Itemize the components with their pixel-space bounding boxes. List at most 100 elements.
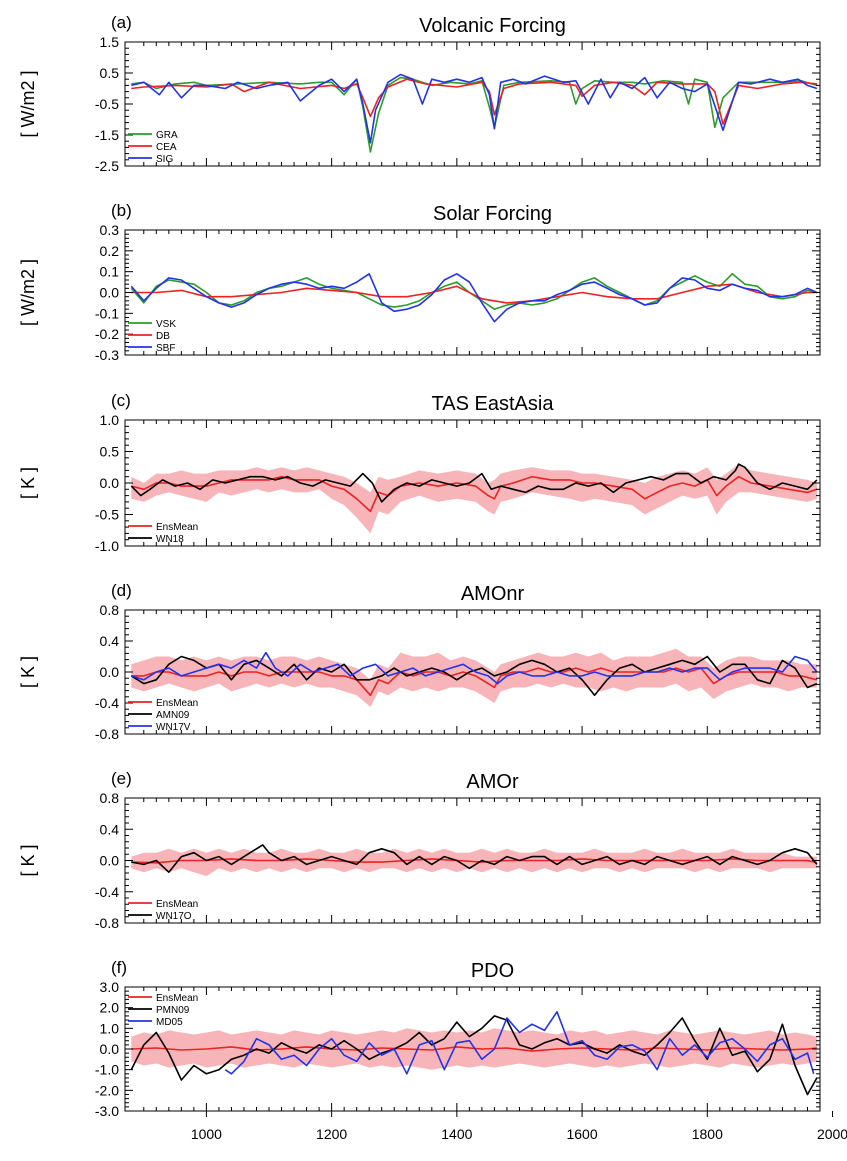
series-line-amn09 (130, 655, 818, 697)
panel-letter: (d) (111, 581, 132, 600)
y-tick-label: -0.4 (95, 884, 119, 900)
y-axis-label: [ K ] (18, 467, 38, 499)
legend-label: EnsMean (156, 899, 198, 910)
y-tick-label: -1.5 (95, 127, 119, 143)
plot-frame (124, 41, 821, 167)
panel-b: Solar Forcing (b) [ W/m2 ] 0.3 0.2 0.1 0.0 -0.1… (18, 201, 821, 363)
series-line-db (131, 283, 817, 304)
y-tick-label: 0.4 (100, 633, 120, 649)
ensemble-spread-band (131, 848, 817, 877)
y-tick-label: 0.8 (100, 602, 120, 618)
panel-title: PDO (471, 960, 514, 982)
panel-e: AMOr (e) [ K ] 0.8 0.4 0.0 -0.4 -0.8 EnsMeanWN17… (18, 769, 821, 931)
y-tick-label: -0.5 (95, 96, 119, 112)
y-tick-label: -1.0 (95, 1062, 119, 1078)
y-axis-label: [ W/m2 ] (18, 259, 38, 326)
series-line-cea (131, 78, 817, 125)
panel-letter: (a) (111, 13, 132, 32)
panel-letter: (c) (111, 391, 131, 410)
y-tick-label: 1.0 (100, 1020, 120, 1036)
legend-label: PMN09 (156, 1005, 190, 1016)
panel-a: Volcanic Forcing (a) [ W/m2 ] 1.5 0.5 -0.5 -1.… (18, 13, 821, 174)
series-line-ensmean (131, 1046, 817, 1052)
legend-label: SBF (156, 343, 175, 354)
legend-label: WN17O (156, 911, 192, 922)
legend-label: WN18 (156, 534, 184, 545)
panel-title: AMOr (466, 771, 519, 793)
legend-label: SIG (156, 154, 173, 165)
panel-title: Volcanic Forcing (419, 15, 566, 37)
y-tick-label: 0.4 (100, 821, 120, 837)
series-line-sig (131, 73, 818, 144)
panel-c: TAS EastAsia (c) [ K ] 1.0 0.5 0.0 -0.5 -1.0 Ens… (18, 391, 821, 554)
y-tick-label: -3.0 (95, 1103, 119, 1119)
series-line-ensmean (131, 667, 818, 697)
y-tick-label: 0.0 (100, 1041, 120, 1057)
y-tick-label: -0.5 (95, 507, 119, 523)
x-tick-label: 1400 (441, 1126, 472, 1142)
y-tick-label: 0.5 (100, 444, 120, 460)
series-line-wn17v (131, 651, 818, 685)
legend-label: EnsMean (156, 522, 198, 533)
x-tick-label: 1200 (316, 1126, 347, 1142)
panel-title: Solar Forcing (433, 203, 552, 225)
y-tick-label: 1.5 (100, 34, 120, 50)
legend-label: EnsMean (156, 993, 198, 1004)
legend-label: AMN09 (156, 710, 190, 721)
y-tick-label: 0.8 (100, 790, 120, 806)
panel-title: AMOnr (461, 583, 525, 605)
y-axis-label: [ K ] (18, 844, 38, 876)
y-axis-label: [ W/m2 ] (18, 71, 38, 138)
y-tick-label: -2.0 (95, 1082, 119, 1098)
series-line-md05 (224, 1010, 815, 1075)
legend-label: CEA (156, 142, 177, 153)
y-tick-label: 0.2 (100, 243, 120, 259)
legend-label: EnsMean (156, 698, 198, 709)
y-tick-label: 1.0 (100, 412, 120, 428)
plot-frame (124, 229, 821, 356)
y-tick-label: 0.0 (100, 853, 120, 869)
panel-letter: (e) (111, 769, 132, 788)
y-tick-label: 0.1 (100, 264, 120, 280)
series-line-wn17o (131, 844, 818, 874)
ensemble-spread-band (131, 464, 817, 534)
y-tick-label: 0.5 (100, 65, 120, 81)
y-tick-label: -2.5 (95, 158, 119, 174)
series-line-vsk (130, 272, 818, 311)
series-line-wn18 (130, 463, 818, 503)
y-tick-label: 0.0 (100, 285, 120, 301)
legend-label: VSK (156, 319, 176, 330)
y-tick-label: -0.8 (95, 915, 119, 931)
y-tick-label: 3.0 (100, 979, 120, 995)
ensemble-spread-band (131, 648, 817, 707)
y-tick-label: 0.3 (100, 222, 120, 238)
y-tick-label: -1.0 (95, 538, 119, 554)
series-line-ensmean (131, 858, 818, 864)
y-tick-label: 2.0 (100, 1000, 120, 1016)
y-tick-label: 0.0 (100, 664, 120, 680)
y-tick-label: -0.4 (95, 695, 119, 711)
y-tick-label: -0.8 (95, 726, 119, 742)
y-tick-label: -0.1 (95, 305, 119, 321)
legend-label: MD05 (156, 1017, 183, 1028)
y-tick-label: -0.2 (95, 326, 119, 342)
panel-letter: (b) (111, 201, 132, 220)
legend-label: WN17V (156, 722, 191, 733)
x-tick-label: 2000 (817, 1126, 847, 1142)
series-line-gra (131, 76, 818, 153)
legend-label: GRA (156, 130, 178, 141)
panel-d: AMOnr (d) [ K ] 0.8 0.4 0.0 -0.4 -0.8 EnsMeanAMN… (18, 581, 821, 742)
x-tick-label: 1800 (692, 1126, 723, 1142)
y-axis-label: [ K ] (18, 656, 38, 688)
y-tick-label: 0.0 (100, 475, 120, 491)
panel-f: PDO (f) 3.0 2.0 1.0 0.0 -1.0 -2.0 -3.0 1000 1200 14… (95, 958, 847, 1142)
series-line-sbf (130, 272, 818, 323)
panel-letter: (f) (111, 958, 127, 977)
